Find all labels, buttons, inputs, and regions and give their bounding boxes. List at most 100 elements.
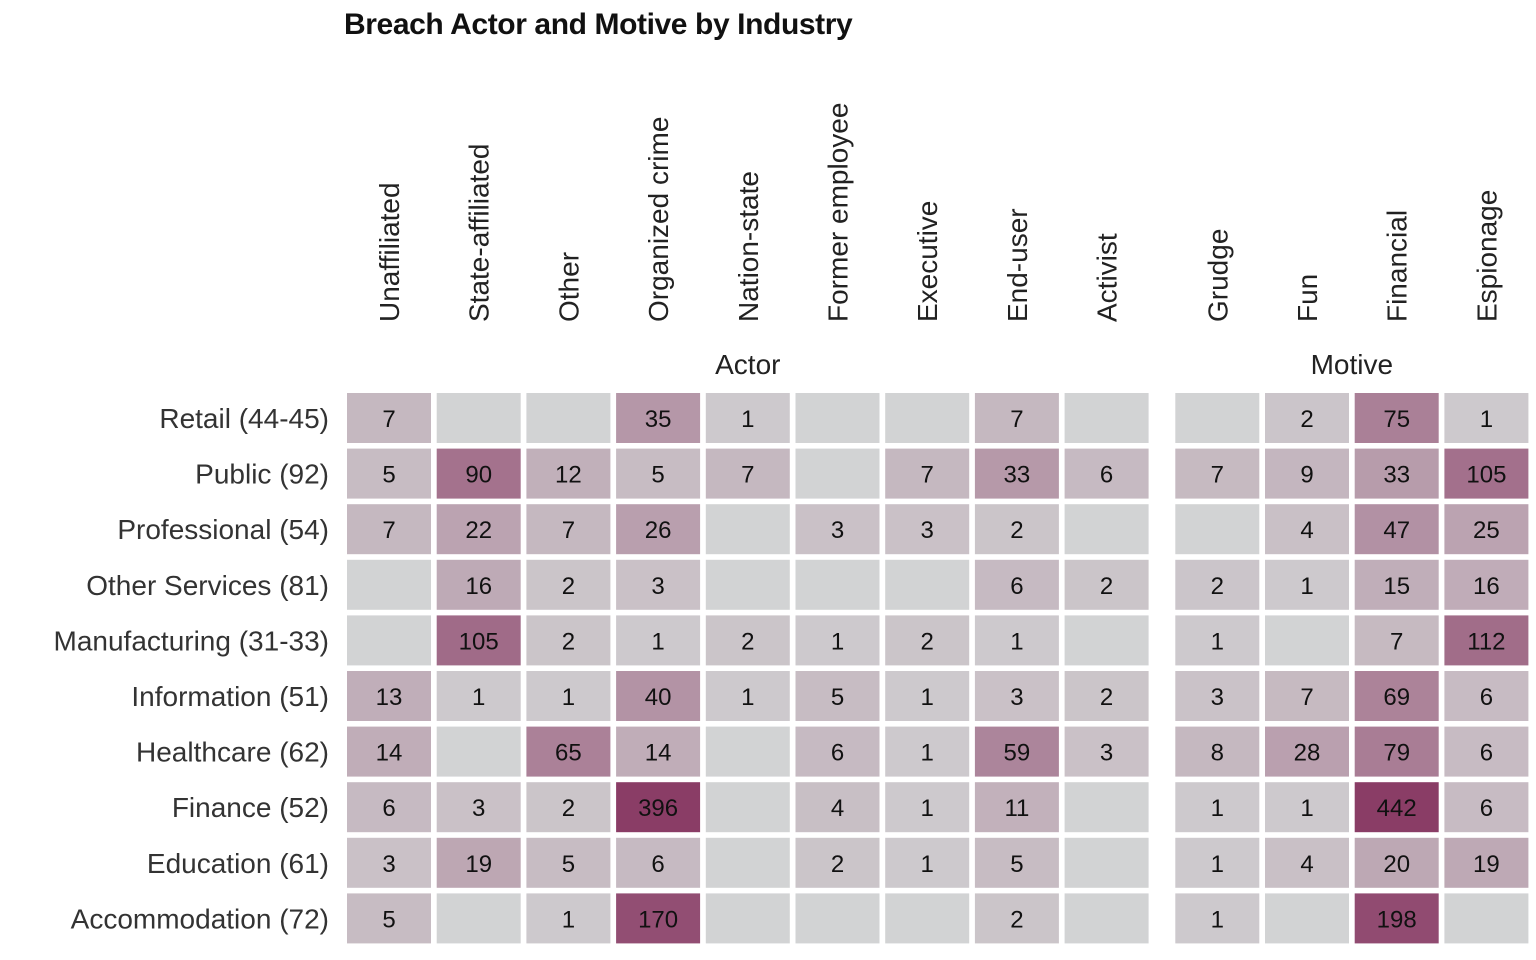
heatmap-cell [1175,393,1260,443]
cell-value-label: 5 [1010,851,1023,878]
heatmap-cell [1444,782,1529,833]
heatmap-cell [705,559,790,610]
column-label: Nation-state [733,171,764,322]
heatmap-cell [795,837,880,888]
heatmap-cell [795,782,880,833]
cell-value-label: 20 [1383,851,1410,878]
cell-value-label: 33 [1383,462,1410,489]
cell-value-label: 2 [1010,517,1023,544]
heatmap-cell [885,726,970,777]
heatmap-cell [1175,559,1260,610]
cell-value-label: 198 [1377,906,1417,933]
heatmap-cell [1444,615,1529,666]
cell-value-label: 2 [741,628,754,655]
cell-value-label: 1 [1211,851,1224,878]
row-label: Finance (52) [172,792,329,823]
heatmap-cell [1265,837,1349,888]
heatmap-cell [705,782,790,833]
heatmap-cell [436,837,521,888]
heatmap-cell [436,615,521,666]
cell-value-label: 8 [1211,740,1224,767]
heatmap-cell [705,893,790,944]
heatmap-cell [526,504,611,555]
cell-value-label: 19 [465,851,492,878]
column-labels: Unaffiliated State-affiliated Other Organiz… [374,103,1502,322]
cell-value-label: 5 [651,462,664,489]
cell-value-label: 1 [472,684,485,711]
heatmap-cell [705,448,790,499]
cell-value-label: 1 [1300,573,1313,600]
heatmap-cell [885,559,970,610]
heatmap-cell [347,448,431,499]
heatmap-cell [974,615,1059,666]
heatmap-cell [1064,393,1149,443]
cell-value-label: 1 [741,684,754,711]
heatmap-cell [347,559,431,610]
heatmap-cell [795,504,880,555]
heatmap-cell [795,615,880,666]
cell-value-label: 7 [1300,684,1313,711]
heatmap-cell [526,448,611,499]
cell-value-label: 7 [1211,462,1224,489]
cell-value-label: 1 [1211,906,1224,933]
cell-value-label: 3 [472,795,485,822]
heatmap-cell [1175,504,1260,555]
cell-value-label: 7 [1010,406,1023,433]
column-label: Activist [1092,233,1123,322]
cell-value-label: 6 [1100,462,1113,489]
heatmap-cell [616,726,701,777]
heatmap-cell [616,615,701,666]
heatmap-cell [1265,393,1349,443]
cell-value-label: 442 [1377,795,1417,822]
row-label: Other Services (81) [86,570,329,601]
cell-value-label: 105 [1466,462,1506,489]
row-label: Retail (44-45) [159,403,329,434]
heatmap-cell [705,837,790,888]
cell-value-label: 3 [1010,684,1023,711]
heatmap-cell [974,448,1059,499]
row-labels: Retail (44-45) Public (92) Professional (5… [54,403,329,934]
cell-value-label: 1 [1010,628,1023,655]
cell-value-label: 1 [741,406,754,433]
heatmap-cell [1444,837,1529,888]
heatmap-cell [885,782,970,833]
cell-value-label: 79 [1383,740,1410,767]
column-label: Espionage [1471,190,1502,322]
heatmap-cell [1265,726,1349,777]
heatmap-cell [705,393,790,443]
cell-value-label: 2 [831,851,844,878]
cell-value-label: 11 [1004,795,1029,822]
cell-value-label: 2 [1211,573,1224,600]
cell-value-label: 6 [1480,740,1493,767]
cell-value-label: 5 [831,684,844,711]
heatmap-cell [974,559,1059,610]
cell-value-label: 13 [376,684,403,711]
cell-value-label: 7 [382,406,395,433]
heatmap-cell [1444,671,1529,721]
heatmap-cell [526,393,611,443]
cell-value-label: 6 [1480,795,1493,822]
cell-value-label: 1 [831,628,844,655]
heatmap-cell [526,615,611,666]
column-label: Fun [1292,274,1323,322]
heatmap-cell [347,837,431,888]
heatmap-cell [526,671,611,721]
cell-value-label: 65 [555,740,582,767]
cell-value-label: 6 [831,740,844,767]
cell-value-label: 1 [921,684,934,711]
cell-value-label: 1 [921,740,934,767]
heatmap-cell [1354,893,1439,944]
heatmap-cell [1354,726,1439,777]
cell-value-label: 2 [562,573,575,600]
heatmap-cell [974,837,1059,888]
heatmap-cell [1354,671,1439,721]
cell-value-label: 1 [1300,795,1313,822]
column-label: State-affiliated [464,144,495,323]
cell-value-label: 35 [645,406,672,433]
heatmap-cell [1064,837,1149,888]
heatmap-cell [1444,393,1529,443]
cell-value-label: 1 [1211,628,1224,655]
cell-value-label: 2 [1100,684,1113,711]
heatmap-cell [436,504,521,555]
